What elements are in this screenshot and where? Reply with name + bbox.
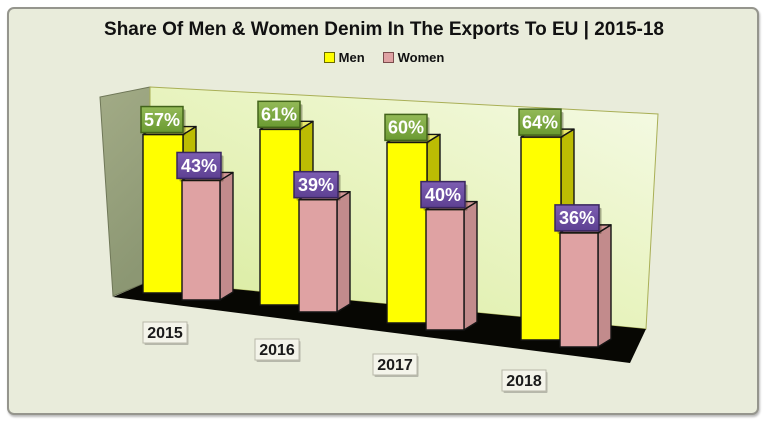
svg-text:64%: 64% — [522, 112, 558, 132]
legend-item-women: Women — [382, 50, 445, 65]
axis-label-2017: 2017 — [372, 353, 419, 377]
bar-women-2018 — [559, 224, 612, 348]
bar-men-2016 — [259, 120, 314, 306]
legend-label-men: Men — [338, 50, 365, 65]
axis-label-2018: 2018 — [501, 369, 548, 393]
bar-women-2015 — [181, 171, 234, 301]
label-men-2015: 57% — [140, 105, 186, 136]
svg-text:2017: 2017 — [377, 357, 413, 374]
svg-text:43%: 43% — [181, 156, 217, 176]
bar-women-2017 — [425, 200, 478, 331]
legend: Men Women — [0, 50, 768, 65]
legend-label-women: Women — [397, 50, 445, 65]
label-women-2016: 39% — [293, 170, 341, 201]
svg-text:40%: 40% — [425, 185, 461, 205]
chart-floor — [113, 281, 646, 363]
chart-header: Share Of Men & Women Denim In The Export… — [0, 0, 768, 65]
svg-text:57%: 57% — [144, 110, 180, 130]
bar-groups: 57% 43% 2015 61% 39% 2016 60% 40% 2017 64% 36% 2018 — [140, 100, 612, 393]
svg-text:60%: 60% — [388, 118, 424, 138]
men-swatch-icon — [323, 52, 335, 63]
svg-text:2016: 2016 — [259, 342, 295, 359]
svg-text:39%: 39% — [298, 175, 334, 195]
svg-text:2015: 2015 — [147, 325, 183, 342]
svg-text:2018: 2018 — [506, 373, 542, 390]
label-men-2018: 64% — [518, 108, 564, 139]
svg-text:61%: 61% — [261, 105, 297, 125]
label-women-2017: 40% — [420, 180, 468, 211]
label-women-2018: 36% — [554, 204, 602, 234]
bar-women-2016 — [298, 190, 351, 313]
label-men-2016: 61% — [257, 100, 303, 131]
axis-label-2015: 2015 — [142, 321, 189, 345]
women-swatch-icon — [382, 52, 394, 63]
svg-text:36%: 36% — [559, 208, 595, 228]
axis-label-2016: 2016 — [254, 338, 301, 362]
legend-item-men: Men — [323, 50, 365, 65]
chart-title: Share Of Men & Women Denim In The Export… — [104, 19, 664, 40]
label-women-2015: 43% — [176, 151, 224, 182]
label-men-2017: 60% — [384, 113, 430, 144]
